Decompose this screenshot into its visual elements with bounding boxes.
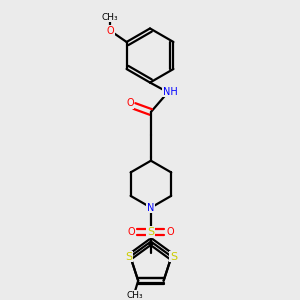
Text: O: O [128,226,135,237]
Text: N: N [147,202,155,213]
Text: NH: NH [163,87,178,97]
Text: S: S [170,251,178,262]
Text: CH₃: CH₃ [102,13,118,22]
Text: S: S [147,226,155,237]
Text: CH₃: CH₃ [127,291,143,300]
Text: O: O [167,226,174,237]
Text: O: O [106,26,114,35]
Text: S: S [125,251,132,262]
Text: O: O [126,98,134,108]
